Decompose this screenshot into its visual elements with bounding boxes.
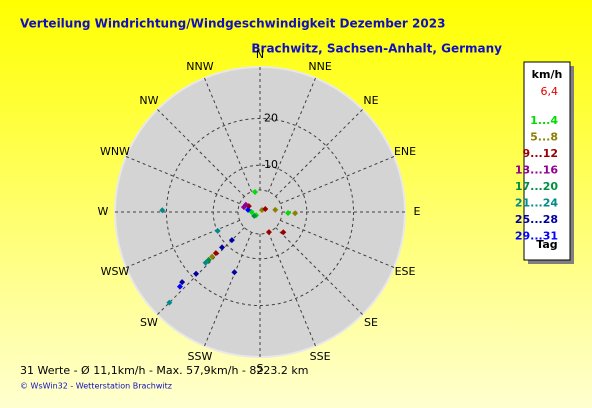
spoke bbox=[125, 219, 240, 268]
data-point bbox=[228, 237, 235, 244]
data-point bbox=[219, 244, 226, 251]
data-point bbox=[202, 259, 209, 266]
footer: 31 Werte - Ø 11,1km/h - Max. 57,9km/h - … bbox=[20, 364, 308, 377]
data-point bbox=[193, 270, 200, 277]
legend-entry: 21...24 bbox=[515, 197, 558, 210]
direction-label: ESE bbox=[395, 265, 416, 278]
legend-entry: 17...20 bbox=[515, 180, 558, 193]
data-point bbox=[262, 205, 269, 212]
direction-label: NNE bbox=[308, 60, 331, 73]
direction-label: E bbox=[414, 205, 421, 218]
data-point bbox=[159, 207, 166, 214]
spoke bbox=[275, 109, 363, 197]
legend-note: 6,4 bbox=[541, 85, 559, 98]
legend-entry: 13...16 bbox=[515, 164, 558, 177]
spoke bbox=[280, 156, 395, 205]
spoke bbox=[157, 227, 245, 315]
r-tick-label: 10 bbox=[264, 158, 278, 171]
data-point bbox=[240, 204, 247, 211]
spoke bbox=[157, 109, 245, 197]
legend-entry: 29...31 bbox=[515, 230, 558, 243]
data-point bbox=[272, 206, 279, 213]
data-point bbox=[166, 299, 173, 306]
direction-label: WNW bbox=[100, 145, 130, 158]
legend-entry: 5...8 bbox=[530, 131, 558, 144]
direction-label: N bbox=[256, 48, 264, 61]
direction-label: SW bbox=[140, 316, 158, 329]
legend-entry: 9...12 bbox=[523, 147, 559, 160]
direction-label: SSE bbox=[310, 350, 331, 363]
data-point bbox=[245, 206, 252, 213]
spoke bbox=[204, 77, 253, 192]
chart-subtitle: Brachwitz, Sachsen-Anhalt, Germany bbox=[251, 42, 502, 56]
grid-ring bbox=[165, 117, 355, 307]
data-point bbox=[214, 227, 221, 234]
data-point bbox=[209, 253, 216, 260]
legend-entry: 1...4 bbox=[530, 114, 558, 127]
data-point bbox=[212, 250, 219, 257]
r-tick-label: 20 bbox=[264, 111, 278, 124]
data-point bbox=[285, 209, 292, 216]
direction-label: SSW bbox=[187, 350, 212, 363]
spoke bbox=[280, 219, 395, 268]
direction-label: SE bbox=[364, 316, 378, 329]
data-point bbox=[231, 269, 238, 276]
direction-label: NE bbox=[363, 94, 378, 107]
data-point bbox=[292, 210, 299, 217]
data-point bbox=[280, 229, 287, 236]
direction-label: S bbox=[257, 362, 264, 375]
spoke bbox=[267, 77, 316, 192]
legend-footer: Tag bbox=[536, 238, 557, 251]
spoke bbox=[125, 156, 240, 205]
copyright: © WsWin32 - Wetterstation Brachwitz bbox=[20, 382, 172, 391]
direction-label: W bbox=[98, 205, 109, 218]
legend-box bbox=[523, 61, 571, 261]
data-point bbox=[176, 283, 183, 290]
data-point bbox=[179, 279, 186, 286]
data-point bbox=[252, 189, 259, 196]
direction-label: NNW bbox=[186, 60, 213, 73]
spoke bbox=[204, 232, 253, 347]
legend-title: km/h bbox=[532, 68, 563, 81]
direction-label: WSW bbox=[101, 265, 130, 278]
direction-label: ENE bbox=[394, 145, 416, 158]
direction-label: NW bbox=[139, 94, 158, 107]
spoke bbox=[275, 227, 363, 315]
chart-title: Verteilung Windrichtung/Windgeschwindigk… bbox=[20, 17, 445, 31]
data-point bbox=[251, 212, 258, 219]
spoke bbox=[267, 232, 316, 347]
legend-entry: 25...28 bbox=[515, 213, 558, 226]
data-point bbox=[265, 229, 272, 236]
